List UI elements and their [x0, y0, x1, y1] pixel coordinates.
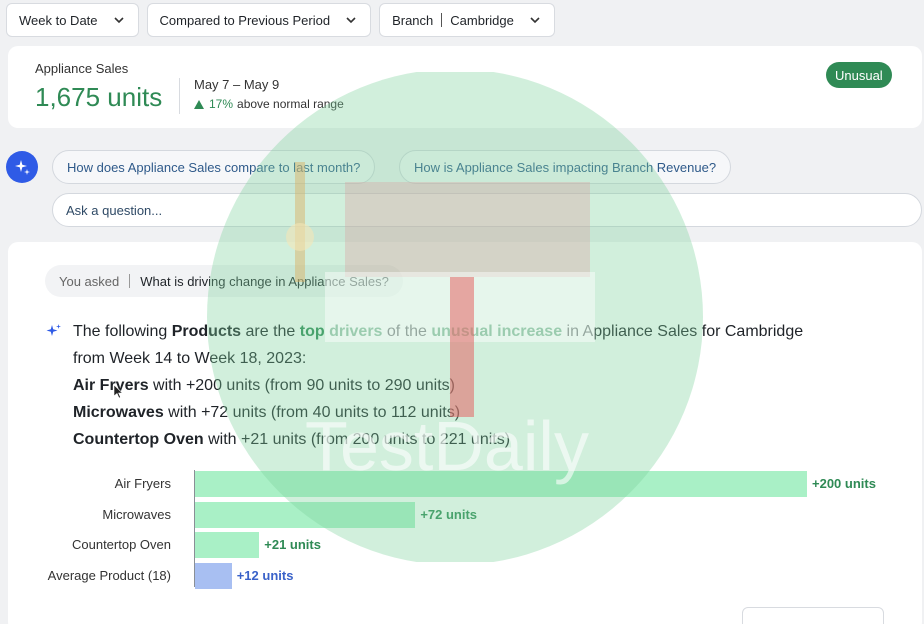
trend-percent: 17%: [209, 97, 234, 111]
category-labels: Air Fryers Microwaves Countertop Oven Avera…: [8, 466, 171, 596]
branch-dropdown-key: Branch: [392, 12, 434, 28]
bar-value-label: +200 units: [812, 476, 876, 491]
trend-text: above normal range: [237, 97, 344, 111]
chart-bar: [195, 471, 807, 497]
ai-sparkle-icon: [46, 324, 61, 336]
answer-narrative: The following Products are the top drive…: [73, 318, 913, 453]
category-label: Microwaves: [102, 506, 171, 522]
driver-detail: with +21 units (from 200 units to 221 un…: [203, 431, 511, 448]
divider: [179, 78, 180, 114]
metric-name: Appliance Sales: [35, 61, 129, 76]
narrative-text: of the: [382, 323, 432, 340]
period-dropdown[interactable]: Week to Date: [6, 3, 139, 37]
answer-card: You asked What is driving change in Appl…: [8, 242, 922, 624]
category-label: Countertop Oven: [71, 537, 171, 553]
suggestion-chip[interactable]: How does Appliance Sales compare to last…: [52, 150, 376, 184]
asked-question: What is driving change in Appliance Sale…: [140, 273, 389, 289]
divider: [129, 274, 131, 288]
kpi-card: Appliance Sales 1,675 units May 7 – May …: [8, 46, 922, 128]
driver-detail: with +72 units (from 40 units to 112 uni…: [163, 404, 461, 421]
chart-bar: [195, 501, 416, 528]
category-label: Air Fryers: [114, 476, 171, 491]
branch-dropdown[interactable]: Branch Cambridge: [379, 3, 555, 37]
narrative-line: from Week 14 to Week 18, 2023:: [73, 350, 307, 367]
chevron-down-icon: [530, 17, 540, 24]
ask-question-input[interactable]: Ask a question...: [52, 193, 922, 227]
driver-name: Microwaves: [73, 404, 164, 421]
chart-axis: [194, 470, 195, 587]
period-dropdown-label: Week to Date: [19, 12, 98, 28]
metric-trend: 17% above normal range: [194, 97, 344, 111]
narrative-highlight: unusual increase: [431, 323, 563, 340]
chart-bar: [195, 532, 260, 559]
driver-line: Microwaves with +72 units (from 40 units…: [73, 399, 913, 426]
narrative-highlight: top drivers: [299, 323, 383, 340]
branch-dropdown-value: Cambridge: [450, 12, 514, 28]
category-label: Average Product (18): [47, 567, 171, 583]
filter-bar: Week to Date Compared to Previous Period…: [6, 3, 555, 37]
metric-value: 1,675 units: [35, 82, 163, 112]
narrative-line: The following Products are the top drive…: [73, 318, 913, 345]
you-asked-label: You asked: [59, 273, 120, 289]
narrative-text: are the: [241, 323, 300, 340]
mouse-cursor-icon: [114, 385, 124, 399]
suggestion-chip[interactable]: How is Appliance Sales impacting Branch …: [399, 150, 732, 184]
driver-detail: with +200 units (from 90 units to 290 un…: [148, 377, 455, 394]
bar-value-label: +72 units: [420, 506, 478, 522]
driver-name: Air Fryers: [73, 377, 149, 394]
narrative-dimension: Products: [171, 323, 242, 340]
assistant-sparkle-button[interactable]: [6, 151, 38, 183]
bar-value-label: +12 units: [236, 567, 294, 583]
metric-period: May 7 – May 9: [194, 77, 280, 92]
narrative-text: The following: [73, 323, 172, 340]
chart-bar: [195, 562, 232, 589]
you-asked-pill: You asked What is driving change in Appl…: [45, 265, 403, 297]
driver-name: Countertop Oven: [73, 431, 204, 448]
chevron-down-icon: [113, 17, 124, 24]
narrative-text: in Appliance Sales for Cambridge: [562, 323, 804, 340]
bar-value-label: +21 units: [264, 537, 321, 553]
sparkle-icon: [15, 160, 30, 175]
trend-up-icon: [194, 99, 204, 109]
status-badge: Unusual: [826, 62, 892, 88]
driver-line: Countertop Oven with +21 units (from 200…: [73, 426, 913, 453]
chevron-down-icon: [346, 17, 356, 24]
action-button[interactable]: [742, 607, 884, 624]
driver-line: Air Fryers with +200 units (from 90 unit…: [73, 372, 913, 399]
comparison-dropdown[interactable]: Compared to Previous Period: [146, 3, 372, 37]
comparison-dropdown-label: Compared to Previous Period: [159, 12, 331, 28]
divider: [441, 13, 443, 27]
